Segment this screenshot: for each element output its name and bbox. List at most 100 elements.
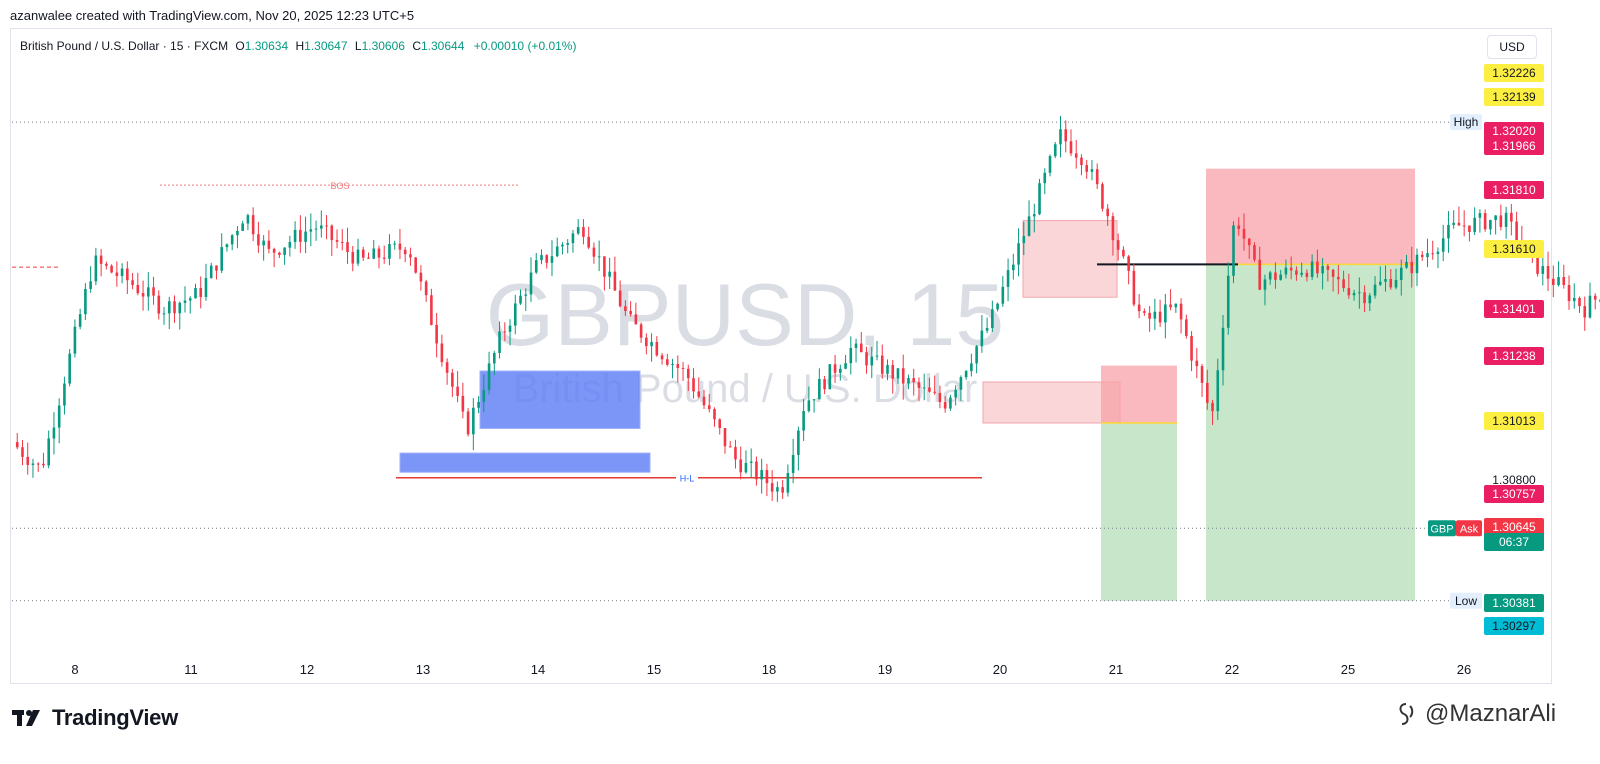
candle-body [959, 377, 963, 390]
position-target-zone-1[interactable] [1101, 423, 1177, 601]
candle-body [1137, 304, 1141, 312]
candle-body [797, 430, 800, 455]
candle-body [833, 364, 837, 373]
price-axis-label: 1.32139 [1492, 90, 1536, 104]
candle-body [1515, 221, 1518, 242]
candle-body [456, 386, 459, 396]
candle-body [1242, 228, 1246, 239]
candle-body [1012, 264, 1015, 271]
candle-body [382, 257, 386, 259]
candle-body [283, 247, 286, 255]
candle-body [94, 255, 98, 282]
candle-body [1588, 295, 1592, 318]
currency-button[interactable]: USD [1487, 35, 1537, 59]
candle-body [991, 309, 994, 328]
candle-body [629, 310, 632, 315]
candle-body [1289, 267, 1293, 271]
candle-body [225, 244, 229, 248]
tradingview-logo[interactable]: TradingView [12, 705, 178, 731]
candle-body [89, 281, 92, 289]
candle-body [461, 395, 465, 412]
candle-body [980, 330, 984, 347]
candle-body [178, 302, 182, 314]
candle-body [63, 383, 66, 406]
price-axis-label: 1.30800 [1492, 473, 1536, 487]
candle-body [744, 462, 748, 473]
zone-demand-2[interactable] [399, 452, 651, 473]
candle-body [188, 298, 192, 301]
candle-body [409, 254, 412, 258]
candle-body [1221, 327, 1225, 371]
candle-body [540, 255, 543, 261]
candle-body [524, 294, 528, 296]
candle-body [419, 272, 423, 282]
price-axis-label: 1.31610 [1492, 242, 1536, 256]
candle-body [870, 356, 874, 366]
candle-body [550, 256, 554, 263]
high-label: H [295, 39, 305, 53]
bos-label: BOS [330, 181, 349, 191]
candle-body [1106, 208, 1109, 217]
candle-body [110, 265, 113, 273]
candle-body [1352, 292, 1356, 296]
candle-body [1399, 267, 1403, 280]
candle-body [734, 447, 737, 460]
candle-body [707, 405, 711, 410]
time-axis-label: 8 [71, 662, 78, 677]
zone-demand-1[interactable] [479, 370, 641, 429]
candle-body [723, 427, 727, 447]
candle-body [451, 372, 454, 387]
candle-body [52, 427, 56, 439]
candle-body [917, 382, 921, 388]
candle-body [330, 225, 334, 241]
zone-supply-4[interactable] [982, 381, 1121, 424]
candle-body [603, 256, 606, 277]
candle-body [1431, 253, 1435, 255]
price-axis-label: 1.30757 [1492, 487, 1536, 501]
candle-body [1080, 157, 1083, 166]
candle-body [896, 368, 900, 379]
candle-body [686, 368, 690, 379]
candle-body [1268, 272, 1272, 280]
candle-body [1132, 270, 1136, 305]
close-label: C [412, 39, 421, 53]
candle-body [445, 362, 449, 373]
candle-body [1190, 335, 1193, 361]
price-label-bg [1484, 594, 1544, 612]
candle-body [472, 407, 475, 435]
candle-body [996, 303, 999, 310]
candle-body [555, 246, 559, 257]
candle-body [1001, 286, 1005, 304]
price-label-bg [1484, 533, 1544, 551]
candle-body [498, 331, 501, 353]
candle-body [1053, 144, 1057, 157]
candle-body [57, 405, 61, 428]
candle-body [1337, 276, 1340, 280]
position-stop-zone-2[interactable] [1206, 168, 1415, 265]
candle-body [1536, 250, 1539, 274]
watermark-ticker: GBPUSD, 15 [486, 265, 1004, 364]
candle-body [251, 215, 255, 235]
candle-body [388, 243, 391, 259]
position-stop-zone-1[interactable] [1101, 365, 1177, 424]
candle-body [1232, 225, 1235, 276]
candle-body [702, 396, 706, 406]
price-axis-label: 1.32020 [1492, 124, 1536, 138]
zone-supply-3[interactable] [1022, 220, 1118, 298]
candle-body [215, 265, 218, 271]
time-axis-label: 20 [993, 662, 1007, 677]
candle-body [1043, 172, 1047, 184]
price-label-bg [1484, 300, 1544, 318]
candle-body [1368, 295, 1372, 304]
close-value: 1.30644 [420, 39, 465, 53]
candle-body [597, 256, 601, 258]
candle-body [823, 379, 826, 390]
candle-body [503, 331, 507, 333]
gbp-tag-bg [1428, 520, 1456, 537]
candle-body [466, 411, 470, 435]
position-target-zone-2[interactable] [1206, 264, 1415, 601]
candle-body [844, 363, 847, 369]
candle-body [692, 378, 695, 392]
price-axis-label: 06:37 [1499, 535, 1529, 549]
